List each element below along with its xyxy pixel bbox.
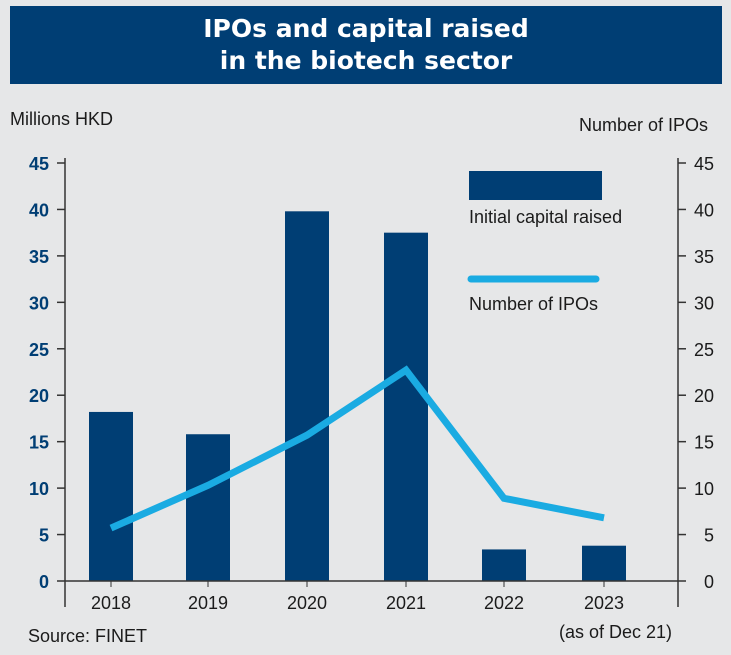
- bar: [384, 232, 428, 581]
- left-axis-title: Millions HKD: [10, 109, 113, 129]
- left-tick-label: 45: [29, 154, 49, 174]
- x-tick-label: 2020: [287, 593, 327, 613]
- date-note: (as of Dec 21): [559, 622, 672, 642]
- left-tick-label: 20: [29, 386, 49, 406]
- left-tick-label: 15: [29, 433, 49, 453]
- right-tick-label: 20: [694, 386, 714, 406]
- left-tick-label: 35: [29, 247, 49, 267]
- right-tick-label: 30: [694, 293, 714, 313]
- bar: [285, 211, 329, 581]
- left-axis: 0 5 10 15 20 25 30 35 40 45: [29, 154, 66, 592]
- x-tick-label: 2019: [188, 593, 228, 613]
- left-tick-label: 5: [39, 526, 49, 546]
- right-tick-label: 15: [694, 433, 714, 453]
- right-tick-label: 25: [694, 340, 714, 360]
- x-tick-label: 2022: [484, 593, 524, 613]
- right-tick-label: 35: [694, 247, 714, 267]
- legend: Initial capital raised Number of IPOs: [467, 171, 622, 314]
- left-tick-label: 0: [39, 572, 49, 592]
- legend-bar-swatch: [469, 171, 602, 200]
- right-tick-label: 5: [704, 526, 714, 546]
- bar: [482, 549, 526, 581]
- right-tick-label: 0: [704, 572, 714, 592]
- right-tick-label: 45: [694, 154, 714, 174]
- x-tick-label: 2023: [584, 593, 624, 613]
- left-tick-label: 10: [29, 479, 49, 499]
- bar-series: [89, 211, 626, 581]
- x-tick-label: 2018: [91, 593, 131, 613]
- right-axis-title: Number of IPOs: [579, 115, 708, 135]
- line-series: [109, 365, 605, 532]
- source-note: Source: FINET: [28, 626, 147, 646]
- legend-bar-label: Initial capital raised: [469, 207, 622, 227]
- left-tick-label: 25: [29, 340, 49, 360]
- bar: [186, 434, 230, 581]
- x-axis: 2018 2019 2020 2021 2022 2023: [64, 580, 679, 613]
- right-tick-label: 10: [694, 479, 714, 499]
- line-path: [109, 365, 605, 532]
- right-tick-label: 40: [694, 200, 714, 220]
- chart-title-line-2: in the biotech sector: [219, 46, 513, 75]
- chart-title-line-1: IPOs and capital raised: [203, 14, 529, 43]
- chart-title-banner: IPOs and capital raised in the biotech s…: [10, 6, 722, 84]
- bar: [89, 411, 133, 581]
- left-tick-label: 30: [29, 293, 49, 313]
- bar: [582, 545, 626, 581]
- legend-line-label: Number of IPOs: [469, 294, 598, 314]
- left-tick-label: 40: [29, 200, 49, 220]
- right-axis: 0 5 10 15 20 25 30 35 40 45: [677, 154, 714, 592]
- x-tick-label: 2021: [386, 593, 426, 613]
